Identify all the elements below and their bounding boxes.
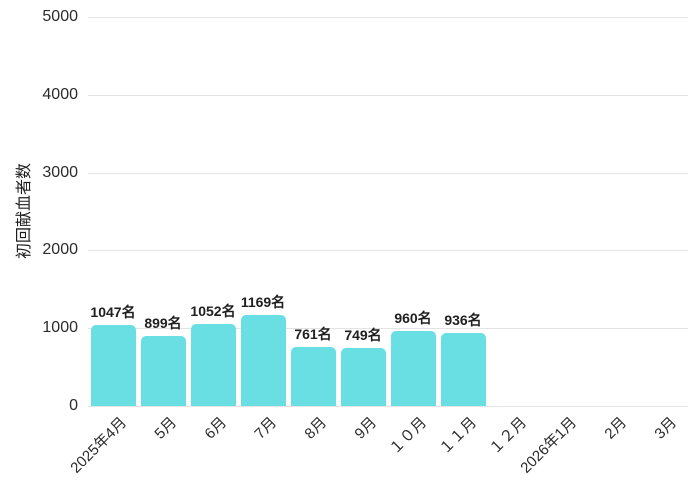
x-tick-label-6: １０月 — [386, 414, 431, 458]
y-tick-label-5000: 5000 — [42, 8, 78, 25]
x-tick-label-0: 2025年4月 — [67, 414, 131, 477]
y-tick-label-1000: 1000 — [42, 319, 78, 337]
bar-2 — [190, 324, 236, 406]
x-tick-label-11: 3月 — [651, 414, 681, 443]
y-tick-label-4000: 4000 — [42, 85, 78, 103]
bar-6 — [390, 331, 436, 406]
bar-7 — [440, 333, 486, 406]
bar-value-label-1: 899名 — [144, 315, 182, 332]
x-tick-label-7: １１月 — [436, 414, 481, 458]
gridline-1000 — [88, 328, 688, 330]
y-tick-label-3000: 3000 — [42, 163, 78, 181]
bar-1 — [140, 336, 186, 406]
bar-5 — [340, 347, 386, 406]
x-tick-label-3: 7月 — [251, 414, 281, 443]
y-tick-label-2000: 2000 — [42, 241, 78, 259]
bar-value-label-0: 1047名 — [90, 303, 136, 320]
gridline-3000 — [88, 172, 688, 174]
bar-value-label-3: 1169名 — [240, 294, 286, 311]
bar-value-label-7: 936名 — [444, 312, 482, 329]
bar-4 — [290, 346, 336, 406]
x-tick-label-10: 2月 — [601, 414, 631, 443]
gridline-2000 — [88, 250, 688, 252]
plot-area — [88, 17, 688, 407]
bar-value-label-6: 960名 — [394, 310, 432, 327]
x-tick-label-1: 5月 — [151, 414, 181, 443]
x-tick-label-5: 9月 — [351, 414, 381, 443]
bar-3 — [240, 315, 286, 406]
gridline-4000 — [88, 94, 688, 96]
x-tick-label-2: 6月 — [201, 414, 231, 443]
bar-0 — [90, 324, 136, 406]
x-tick-label-4: 8月 — [301, 414, 331, 443]
bar-value-label-4: 761名 — [294, 325, 332, 342]
x-tick-label-8: １２月 — [486, 414, 531, 458]
gridline-0 — [88, 406, 688, 407]
gridline-5000 — [88, 17, 688, 18]
bar-value-label-2: 1052名 — [190, 303, 236, 320]
bar-value-label-5: 749名 — [344, 326, 382, 343]
y-tick-label-0: 0 — [69, 397, 78, 414]
